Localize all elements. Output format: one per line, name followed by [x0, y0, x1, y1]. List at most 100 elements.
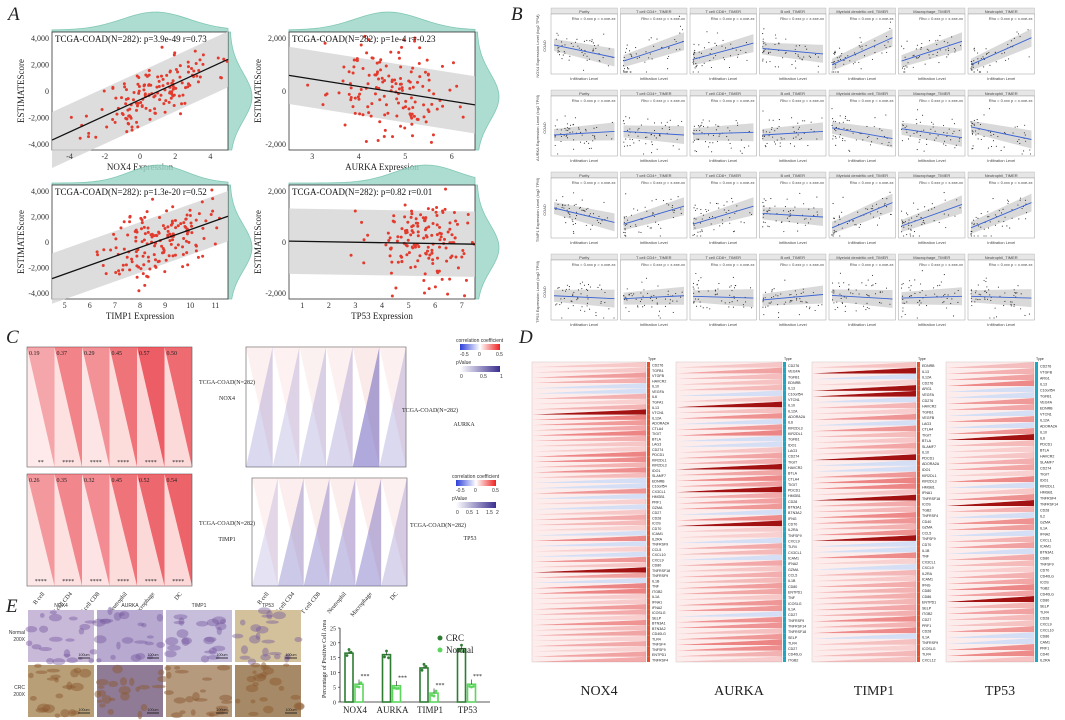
confidence-band: [554, 202, 615, 232]
data-point: [797, 54, 799, 56]
data-point: [569, 213, 571, 215]
data-point: [558, 54, 561, 56]
gene-label: CX3CL1: [788, 551, 802, 555]
data-point: [735, 120, 737, 122]
wedge-cell: [532, 362, 646, 368]
data-point: [472, 684, 475, 688]
type-strip-cell: [783, 463, 786, 470]
data-point: [1017, 285, 1019, 287]
data-point: [143, 251, 147, 255]
data-point: [904, 56, 906, 58]
data-point: [909, 135, 911, 137]
data-point: [697, 298, 699, 300]
tissue-blob: [89, 649, 99, 655]
tissue-blob: [52, 658, 66, 666]
wedge-cell: [676, 531, 782, 538]
wedge-cell: [946, 410, 1034, 416]
data-point: [130, 125, 134, 129]
data-point: [781, 138, 783, 140]
data-point: [1009, 227, 1011, 229]
data-point: [900, 45, 903, 47]
type-strip-cell: [1035, 404, 1038, 410]
type-strip-cell: [783, 424, 786, 430]
data-point: [833, 292, 835, 294]
data-point: [809, 306, 811, 308]
tissue-blob: [135, 652, 146, 660]
data-point: [764, 297, 766, 299]
x-tick-label: 2: [327, 301, 331, 310]
data-point: [701, 218, 703, 220]
wedge-cell: [676, 616, 782, 623]
data-point: [635, 53, 637, 55]
data-point: [733, 230, 735, 232]
data-point: [586, 288, 588, 291]
wedge-cell: [812, 483, 916, 489]
data-point: [152, 253, 156, 257]
data-point: [860, 41, 862, 43]
gene-label: CD86: [1040, 634, 1049, 638]
confidence-band: [832, 28, 893, 71]
data-point: [448, 227, 452, 231]
gene-label: VEGFA: [1040, 400, 1053, 404]
data-point: [971, 305, 973, 307]
lower-triangle-cell: [299, 347, 326, 467]
data-point: [362, 238, 366, 242]
x-tick-label: 5: [407, 301, 411, 310]
wedge-cell: [812, 390, 916, 397]
type-strip-cell: [1035, 632, 1038, 638]
type-strip-cell: [1035, 386, 1038, 392]
data-point: [209, 213, 213, 217]
column-gene-label: NOX4: [54, 603, 68, 609]
tissue-blob: [158, 669, 165, 676]
data-point: [863, 305, 865, 307]
data-point: [855, 224, 857, 226]
wedge-cell: [946, 434, 1034, 440]
rho-annotation: Rho = 0.xxx p = x.xxe-xx: [919, 180, 963, 185]
type-strip-cell: [1035, 494, 1038, 500]
wedge-cell: [676, 571, 782, 578]
rho-annotation: Rho = 0.xxx p = x.xxe-xx: [711, 98, 755, 103]
scale-label: 100um: [79, 653, 90, 657]
data-point: [455, 84, 459, 88]
facet-title: Macrophage_TIMER: [913, 9, 950, 14]
data-point: [583, 210, 585, 212]
tissue-blob: [63, 653, 71, 657]
data-point: [362, 261, 366, 265]
data-point: [762, 33, 764, 35]
data-point: [987, 216, 989, 218]
data-point: [692, 222, 694, 224]
data-point: [701, 132, 703, 134]
data-point: [140, 218, 144, 222]
wedge-cell: [676, 594, 782, 600]
data-point: [798, 126, 800, 128]
data-point: [580, 309, 582, 311]
data-point: [137, 84, 141, 88]
data-point: [188, 213, 192, 217]
data-point: [573, 232, 575, 234]
gene-label: IL1A: [788, 607, 796, 611]
confidence-band: [971, 28, 1032, 71]
type-strip-cell: [917, 540, 920, 547]
data-point: [573, 204, 575, 206]
gene-label: CD276: [922, 399, 933, 403]
data-point: [1001, 225, 1003, 227]
data-point: [349, 86, 353, 90]
wedge-cell: [676, 520, 782, 527]
data-point: [422, 115, 426, 119]
data-point: [901, 316, 903, 318]
data-point: [383, 655, 386, 659]
data-point: [878, 217, 880, 219]
data-point: [841, 227, 843, 229]
data-point: [985, 53, 988, 55]
type-strip-cell: [917, 627, 920, 634]
regression-line: [970, 295, 1032, 299]
data-point: [406, 238, 410, 242]
data-point: [837, 306, 839, 309]
tissue-blob: [192, 692, 200, 701]
data-point: [916, 317, 918, 319]
data-point: [171, 205, 175, 209]
wedge-cell: [946, 440, 1034, 446]
data-point: [835, 130, 837, 132]
data-point: [1028, 56, 1030, 58]
type-strip-cell: [647, 562, 650, 568]
